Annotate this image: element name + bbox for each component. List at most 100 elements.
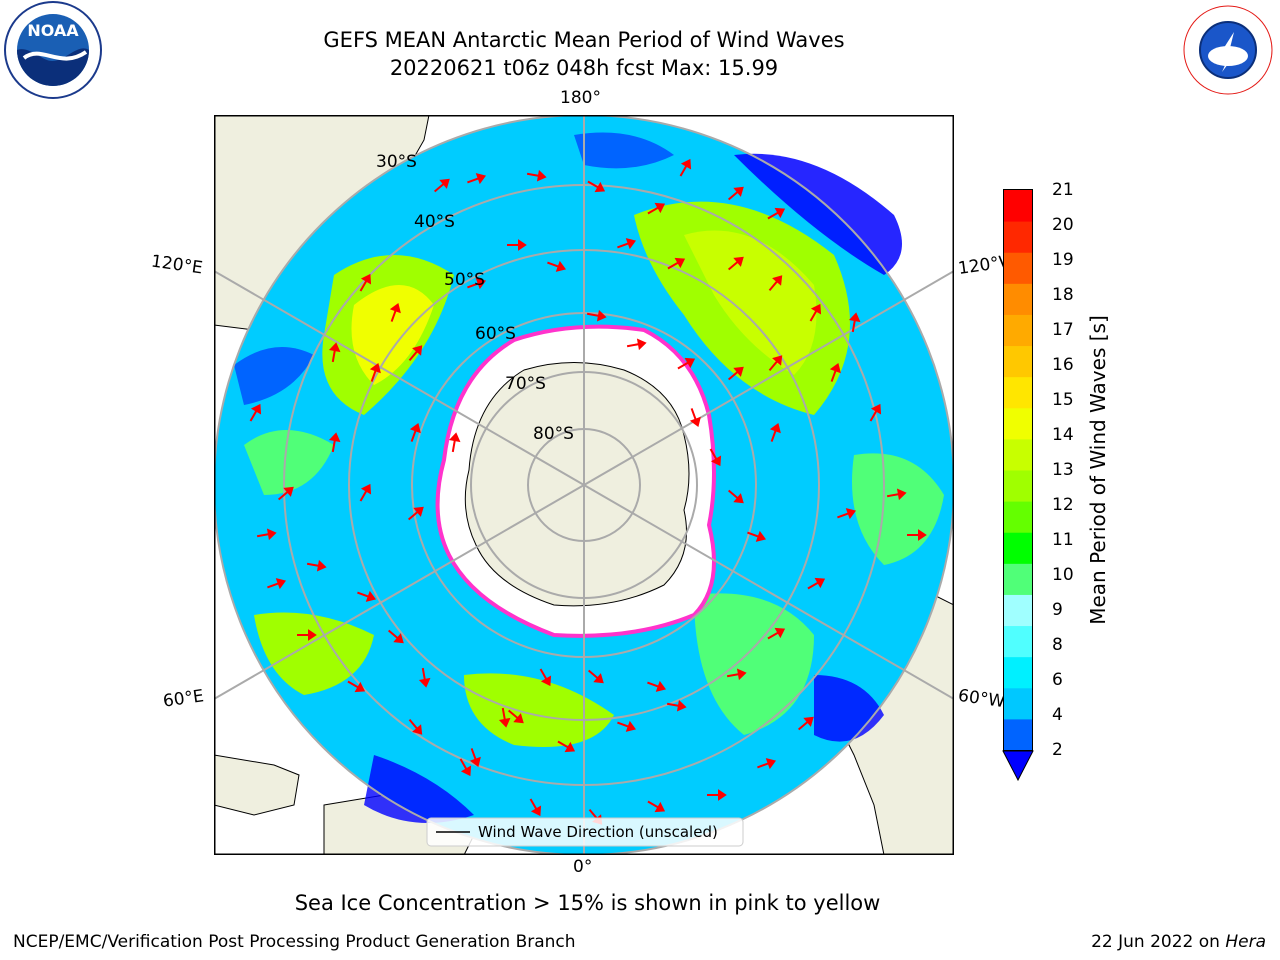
wind-wave-arrow: [807, 577, 826, 590]
wind-wave-arrow: [677, 357, 696, 370]
wind-wave-arrow: [647, 202, 666, 215]
wind-wave-arrow: [747, 530, 767, 542]
wind-wave-arrow: [469, 748, 481, 768]
legend-box: Wind Wave Direction (unscaled): [426, 817, 744, 847]
wind-wave-arrow: [869, 403, 882, 422]
wind-wave-arrow: [526, 169, 547, 182]
wind-wave-arrow: [837, 508, 857, 520]
wind-wave-arrow: [507, 239, 527, 251]
wind-wave-arrow: [459, 758, 472, 777]
wind-wave-arrow: [389, 302, 401, 322]
wind-wave-arrow: [727, 489, 744, 504]
footer-host: Hera: [1225, 932, 1266, 952]
map-title: GEFS MEAN Antarctic Mean Period of Wind …: [323, 28, 845, 52]
footer-date: 22 Jun 2022 on Hera: [1091, 932, 1266, 952]
wind-wave-arrow: [727, 256, 744, 271]
colorbar-cell: [1004, 687, 1032, 720]
colorbar-cell: [1004, 190, 1032, 222]
colorbar-tick-label: 12: [1052, 495, 1074, 515]
lat-label-40s: 40°S: [414, 212, 455, 232]
wind-wave-arrow: [408, 345, 423, 362]
wind-wave-arrow: [369, 362, 381, 382]
colorbar-cell: [1004, 594, 1032, 627]
legend-label: Wind Wave Direction (unscaled): [478, 823, 718, 841]
wind-wave-arrow: [626, 338, 647, 351]
wind-wave-arrow: [467, 278, 487, 290]
wind-wave-arrow: [409, 422, 421, 442]
wind-wave-arrow: [387, 629, 404, 644]
colorbar-tick-label: 14: [1052, 425, 1074, 445]
colorbar-cell: [1004, 532, 1032, 564]
wind-wave-arrow: [507, 709, 524, 724]
wind-wave-arrow: [249, 403, 262, 422]
wind-wave-arrow: [586, 309, 607, 322]
wind-wave-arrow: [418, 667, 431, 688]
wind-wave-arrow: [433, 178, 450, 193]
colorbar-cell: [1004, 407, 1032, 440]
lat-label-80s: 80°S: [533, 424, 574, 444]
graticule: [214, 115, 954, 855]
wind-wave-arrow: [328, 432, 341, 453]
wind-wave-arrow: [267, 578, 287, 590]
colorbar-tick-label: 9: [1052, 600, 1063, 620]
wind-wave-arrow: [498, 707, 511, 728]
noaa-logo-text: NOAA: [27, 21, 79, 40]
wind-wave-arrow: [347, 680, 366, 693]
wind-wave-arrow: [768, 275, 783, 292]
wind-wave-arrow: [306, 559, 327, 572]
lat-label-60s: 60°S: [475, 324, 516, 344]
map-subtitle: 20220621 t06z 048h fcst Max: 15.99: [389, 56, 779, 80]
sea-ice-note: Sea Ice Concentration > 15% is shown in …: [294, 891, 881, 915]
wind-wave-arrow: [448, 432, 461, 453]
wind-wave-arrow: [689, 408, 701, 428]
wind-wave-arrow: [467, 173, 487, 185]
wind-wave-arrow: [848, 312, 861, 333]
colorbar-tick-label: 2: [1052, 740, 1063, 760]
lat-label-50s: 50°S: [444, 270, 485, 290]
wind-wave-arrow: [407, 506, 424, 521]
wind-wave-arrow: [707, 789, 727, 801]
wind-wave-arrow: [769, 422, 781, 442]
wind-wave-arrow: [709, 448, 722, 467]
lon-label-120e: 120°E: [149, 251, 204, 279]
wind-wave-arrow: [277, 486, 294, 501]
lon-label-60e: 60°E: [161, 686, 206, 712]
wind-wave-arrow: [617, 720, 637, 732]
colorbar-cell: [1004, 314, 1032, 347]
colorbar-tick-label: 20: [1052, 215, 1074, 235]
colorbar-cell: [1004, 252, 1032, 284]
colorbar-cell: [1004, 283, 1032, 315]
wind-wave-arrow: [679, 158, 692, 177]
lat-label-30s: 30°S: [376, 152, 417, 172]
colorbar-tick-label: 16: [1052, 355, 1074, 375]
colorbar-cell: [1004, 501, 1032, 533]
polar-map: Wind Wave Direction (unscaled): [214, 115, 954, 855]
wind-wave-arrow: [587, 180, 606, 193]
wind-wave-arrow: [617, 238, 637, 250]
colorbar-tick-label: 19: [1052, 250, 1074, 270]
footer-date-text: 22 Jun 2022 on: [1091, 932, 1226, 952]
footer-branch: NCEP/EMC/Verification Post Processing Pr…: [13, 932, 576, 952]
antarctica-land: [464, 362, 690, 607]
lon-label-180: 180°: [560, 88, 601, 108]
colorbar-cell: [1004, 345, 1032, 378]
land-africa: [214, 754, 300, 816]
colorbar-tick-label: 17: [1052, 320, 1074, 340]
wind-wave-arrows: [249, 158, 927, 825]
wind-wave-arrow: [727, 186, 744, 201]
wind-wave-arrow: [667, 257, 686, 270]
colorbar-cell: [1004, 563, 1032, 595]
colorbar-cell: [1004, 718, 1032, 751]
nws-logo: [1178, 2, 1278, 98]
lon-label-60w: 60°W: [956, 685, 1007, 713]
colorbar-label: Mean Period of Wind Waves [s]: [1086, 315, 1110, 625]
colorbar-tick-label: 13: [1052, 460, 1074, 480]
colorbar: [1002, 189, 1034, 782]
noaa-logo: NOAA: [2, 0, 104, 100]
wind-wave-arrow: [328, 342, 341, 363]
wind-wave-arrow: [647, 800, 666, 813]
lat-label-70s: 70°S: [505, 374, 546, 394]
wind-wave-arrow: [357, 590, 377, 602]
wind-wave-arrow: [726, 668, 747, 681]
colorbar-cell: [1004, 625, 1032, 658]
